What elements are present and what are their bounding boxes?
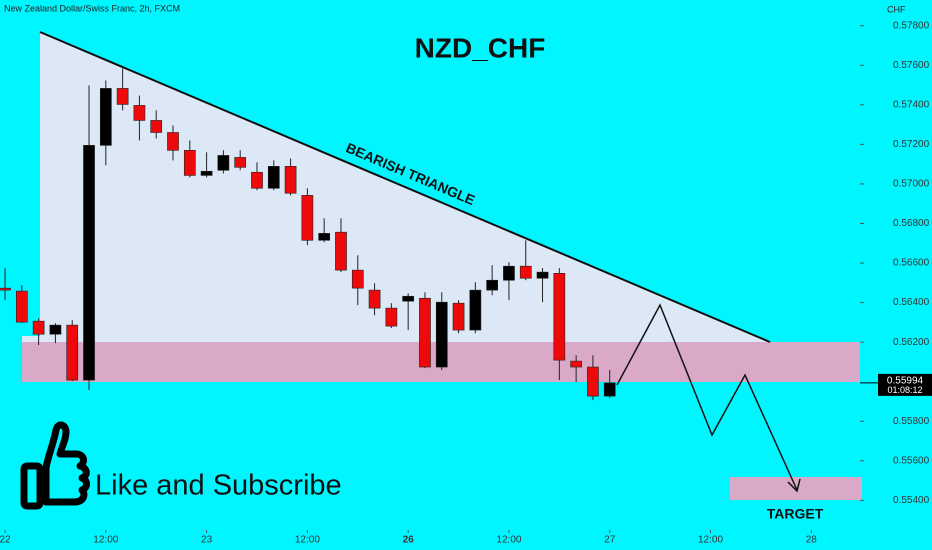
candle-body [570,360,582,368]
candle-body [66,324,79,381]
trend-line [39,31,771,343]
y-tick-label: 0.57000 [893,179,930,190]
candle-body [318,233,331,241]
candle-body [116,88,129,105]
projection-path [616,303,798,491]
x-tick-label: 28 [806,535,818,546]
projection-arrow [787,478,801,493]
candle-body [200,170,213,176]
last-price-box [878,373,932,396]
y-tick-label: 0.56400 [893,297,930,308]
x-tick-label: 12:00 [93,535,118,546]
x-tick-label: 26 [403,535,415,546]
candle-body [183,149,196,176]
y-tick-label: 0.57200 [893,139,930,150]
candle-body [351,269,364,289]
candle-body [0,287,11,291]
candle-body [150,120,163,133]
candle-body [503,265,515,281]
candle-body [385,307,398,327]
candle-body [15,290,28,323]
y-tick-label: 0.57600 [893,60,930,71]
x-tick-label: 12:00 [496,535,521,546]
candle-body [49,324,62,335]
candle-body [234,157,247,168]
countdown-label: 01:08:12 [887,385,922,395]
candle-body [469,289,482,331]
y-tick-label: 0.57400 [893,99,930,110]
candle-body [519,265,532,279]
target-label: TARGET [767,506,824,522]
chart-subtitle: New Zealand Dollar/Swiss Franc, 2h, FXCM [4,3,180,13]
candle-body [133,105,146,121]
candle-body [603,382,616,397]
candle-body [32,320,45,335]
candle-body [486,279,498,291]
last-price-label: 0.55994 [887,376,924,387]
candle-body [301,195,314,241]
candle-body [83,145,95,381]
candle-body [368,289,381,309]
y-tick-label: 0.55600 [893,455,930,466]
candle-body [335,231,347,271]
x-tick-label: 12:00 [698,535,723,546]
y-tick-label: 0.57800 [893,20,930,31]
candle-body [536,271,549,279]
candle-body [419,297,431,368]
y-tick-label: 0.55400 [893,495,930,506]
candle-body [553,273,566,361]
y-tick-label: 0.56200 [893,337,930,348]
candle-body [284,166,297,194]
candle-body [99,88,112,146]
candle-body [402,295,415,302]
thumbs-up-icon [20,421,90,510]
x-tick-label: 12:00 [295,535,320,546]
triangle-fill [22,32,770,342]
like-subscribe: Like and Subscribe [95,470,342,502]
candle-body [251,171,263,189]
y-axis-label: CHF [887,4,906,14]
y-tick-label: 0.56600 [893,258,930,269]
x-tick-label: 23 [201,535,213,546]
x-tick-label: 27 [604,535,616,546]
candle-body [217,155,230,171]
x-tick-label: 22 [0,535,11,546]
chart-title: NZD_CHF [415,32,546,63]
candle-body [267,166,280,189]
y-tick-label: 0.55800 [893,416,930,427]
candle-body [587,366,599,397]
candle-body [167,132,179,151]
candle-body [435,301,448,368]
y-tick-label: 0.56800 [893,218,930,229]
candle-body [452,302,465,331]
